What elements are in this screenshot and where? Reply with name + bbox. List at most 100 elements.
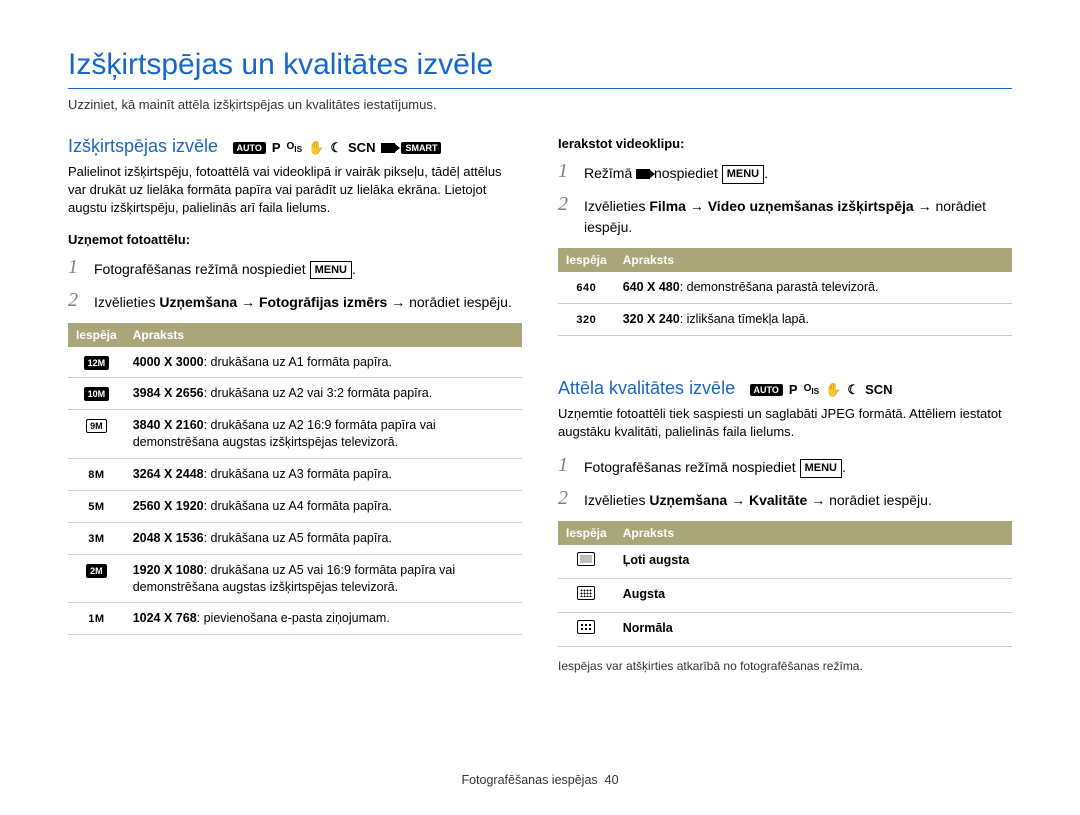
photo-step-1: 1 Fotografēšanas režīmā nospiediet MENU. [68,257,522,280]
table-row: Augsta [558,579,1012,613]
mode-p-icon: P [272,140,281,155]
table-row: 320 320 X 240: izlikšana tīmekļa lapā. [558,303,1012,335]
option-cell [558,545,615,578]
table-row: 9M 3840 X 2160: drukāšana uz A2 16:9 form… [68,410,522,459]
col-option: Iespēja [558,521,615,545]
resolution-icon: 5M [88,501,104,513]
description-cell: Ļoti augsta [615,545,1012,578]
video-resolution-table: Iespēja Apraksts 640 640 X 480: demonstrē… [558,248,1012,336]
description-cell: 320 X 240: izlikšana tīmekļa lapā. [615,303,1012,335]
video-res-icon: 640 [576,282,596,294]
photo-subheading: Uzņemot fotoattēlu: [68,232,522,247]
description-cell: 3840 X 2160: drukāšana uz A2 16:9 formāt… [125,410,522,459]
description-cell: 2048 X 1536: drukāšana uz A5 formāta pap… [125,522,522,554]
quality-icon [577,586,595,600]
description-cell: 1024 X 768: pievienošana e-pasta ziņojum… [125,603,522,635]
resolution-icon: 8M [88,469,104,481]
mode-smart-icon: SMART [401,142,441,154]
resolution-body: Palielinot izšķirtspēju, fotoattēlā vai … [68,163,522,218]
quality-body: Uzņemtie fotoattēli tiek saspiesti un sa… [558,405,1012,441]
step-text: Režīmā nospiediet MENU. [584,161,768,184]
mode-scn-icon: SCN [865,382,892,397]
col-option: Iespēja [558,248,615,272]
col-description: Apraksts [615,248,1012,272]
video-subheading: Ierakstot videoklipu: [558,136,1012,151]
table-row: 10M 3984 X 2656: drukāšana uz A2 vai 3:2 … [68,378,522,410]
step-number: 1 [68,257,84,277]
section-quality-heading: Attēla kvalitātes izvēle [558,378,735,399]
description-cell: Normāla [615,612,1012,646]
option-cell [558,612,615,646]
video-step-2: 2 Izvēlieties Filma → Video uzņemšanas i… [558,194,1012,238]
table-row: 5M 2560 X 1920: drukāšana uz A4 formāta p… [68,490,522,522]
photo-resolution-table: Iespēja Apraksts 12M4000 X 3000: drukāša… [68,323,522,636]
option-cell: 640 [558,272,615,303]
resolution-icon: 10M [84,387,110,401]
step-text: Izvēlieties Uzņemšana → Kvalitāte → norā… [584,488,932,511]
quality-step-2: 2 Izvēlieties Uzņemšana → Kvalitāte → no… [558,488,1012,511]
option-cell: 12M [68,347,125,378]
step-text: Izvēlieties Uzņemšana → Fotogrāfijas izm… [94,290,512,313]
menu-button-icon: MENU [722,165,764,184]
table-row: Normāla [558,612,1012,646]
mode-ois-icon: OIS [287,141,303,154]
step-number: 2 [558,194,574,214]
photo-step-2: 2 Izvēlieties Uzņemšana → Fotogrāfijas i… [68,290,522,313]
quality-icon [577,620,595,634]
col-description: Apraksts [125,323,522,347]
table-row: 3M2048 X 1536: drukāšana uz A5 formāta p… [68,522,522,554]
description-cell: Augsta [615,579,1012,613]
mode-night-icon: ☾ [330,140,342,156]
menu-button-icon: MENU [310,261,352,280]
step-number: 1 [558,161,574,181]
option-cell: 8M [68,459,125,491]
description-cell: 3984 X 2656: drukāšana uz A2 vai 3:2 for… [125,378,522,410]
option-cell: 9M [68,410,125,459]
table-row: 1M 1024 X 768: pievienošana e-pasta ziņoj… [68,603,522,635]
mode-hand-icon: ✋ [308,140,324,156]
step-text: Fotografēšanas režīmā nospiediet MENU. [94,257,356,280]
option-cell: 3M [68,522,125,554]
step-text: Fotografēšanas režīmā nospiediet MENU. [584,455,846,478]
description-cell: 2560 X 1920: drukāšana uz A4 formāta pap… [125,490,522,522]
step-number: 2 [558,488,574,508]
table-row: 2M 1920 X 1080: drukāšana uz A5 vai 16:9 … [68,554,522,603]
mode-video-icon [381,140,395,155]
mode-scn-icon: SCN [348,140,375,155]
option-cell: 10M [68,378,125,410]
option-cell [558,579,615,613]
step-number: 1 [558,455,574,475]
option-cell: 2M [68,554,125,603]
mode-ois-icon: OIS [804,383,820,396]
description-cell: 1920 X 1080: drukāšana uz A5 vai 16:9 fo… [125,554,522,603]
description-cell: 4000 X 3000: drukāšana uz A1 formāta pap… [125,347,522,378]
left-column: Izšķirtspējas izvēle AUTO P OIS ✋ ☾ SCN … [68,136,522,673]
quality-mode-icons: AUTO P OIS ✋ ☾ SCN [750,382,893,398]
page-title: Izšķirtspējas un kvalitātes izvēle [68,48,1012,89]
table-row: 12M4000 X 3000: drukāšana uz A1 formāta … [68,347,522,378]
page-subtitle: Uzziniet, kā mainīt attēla izšķirtspējas… [68,97,1012,112]
resolution-icon: 1M [88,613,104,625]
option-cell: 5M [68,490,125,522]
quality-footnote: Iespējas var atšķirties atkarībā no foto… [558,659,1012,673]
option-cell: 1M [68,603,125,635]
mode-night-icon: ☾ [847,382,859,398]
mode-hand-icon: ✋ [825,382,841,398]
step-text: Izvēlieties Filma → Video uzņemšanas izš… [584,194,1012,238]
resolution-icon: 2M [86,564,107,578]
mode-auto-icon: AUTO [233,142,266,154]
description-cell: 640 X 480: demonstrēšana parastā televiz… [615,272,1012,303]
resolution-icon: 9M [86,419,107,433]
step-number: 2 [68,290,84,310]
video-step-1: 1 Režīmā nospiediet MENU. [558,161,1012,184]
table-row: Ļoti augsta [558,545,1012,578]
description-cell: 3264 X 2448: drukāšana uz A3 formāta pap… [125,459,522,491]
option-cell: 320 [558,303,615,335]
table-row: 8M 3264 X 2448: drukāšana uz A3 formāta p… [68,459,522,491]
resolution-mode-icons: AUTO P OIS ✋ ☾ SCN SMART [233,140,442,156]
video-res-icon: 320 [576,314,596,326]
mode-p-icon: P [789,382,798,397]
quality-step-1: 1 Fotografēšanas režīmā nospiediet MENU. [558,455,1012,478]
right-column: Ierakstot videoklipu: 1 Režīmā nospiedie… [558,136,1012,673]
mode-auto-icon: AUTO [750,384,783,396]
